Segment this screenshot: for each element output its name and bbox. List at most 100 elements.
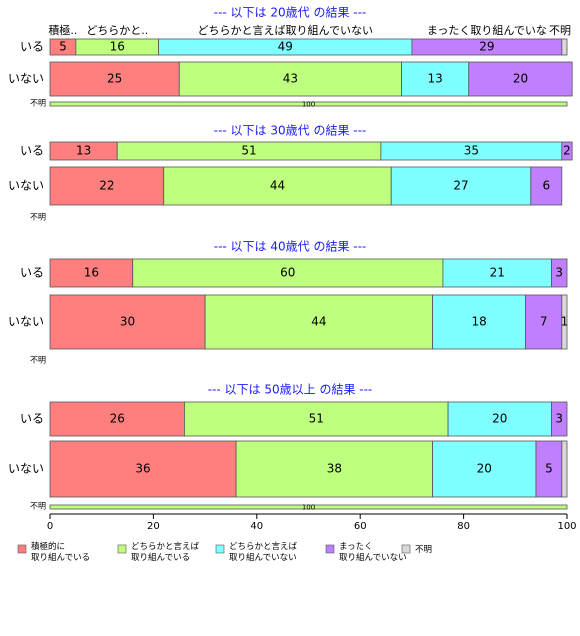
data-label: 22 (99, 179, 114, 193)
legend-label: まったく取り組んでいない (339, 542, 407, 563)
bar-segment (561, 141, 573, 161)
row-label: いる (20, 266, 44, 280)
bar-segment (178, 61, 402, 97)
data-label: 20 (492, 412, 507, 426)
data-label: 13 (76, 144, 91, 158)
data-label: 21 (490, 266, 505, 280)
data-label: 27 (453, 179, 468, 193)
top-category-label: まったく取り組んでいな (427, 24, 547, 37)
data-label: 51 (309, 412, 324, 426)
data-label: 30 (120, 315, 135, 329)
row-label: いない (8, 72, 44, 86)
bar-segment (525, 294, 563, 350)
row-label: 不明 (30, 356, 46, 365)
panel-title: --- 以下は 30歳代 の結果 --- (214, 124, 367, 138)
bar-segment (442, 258, 552, 288)
bar-segment (235, 440, 433, 498)
legend-label: どちらかと言えば取り組んでいない (229, 541, 298, 563)
data-label: 3 (555, 412, 563, 426)
data-label: 44 (270, 179, 285, 193)
bar-segment (561, 294, 568, 350)
data-label: 25 (107, 72, 122, 86)
data-label: 16 (84, 266, 99, 280)
bar-segment (49, 504, 568, 510)
legend-swatch (401, 544, 411, 554)
data-label: 49 (278, 40, 293, 54)
legend-label: どちらかと言えば取り組んでいる (131, 541, 200, 563)
legend-swatch (325, 544, 335, 554)
bar-segment (551, 401, 568, 437)
row-label: いる (20, 412, 44, 426)
data-label: 2 (563, 144, 571, 158)
data-label: 35 (464, 144, 479, 158)
x-tick-label: 20 (147, 521, 160, 532)
bar-segment (204, 294, 433, 350)
bar-segment (561, 38, 568, 56)
bar-segment (468, 61, 573, 97)
data-label: 5 (545, 462, 553, 476)
data-label: 43 (283, 72, 298, 86)
data-label: 7 (540, 315, 548, 329)
data-label: 38 (327, 462, 342, 476)
data-label: 36 (135, 462, 150, 476)
row-label: いない (8, 179, 44, 193)
bar-segment (530, 166, 563, 206)
row-label: いる (20, 144, 44, 158)
bar-segment (49, 401, 185, 437)
data-label: 20 (513, 72, 528, 86)
data-label: 1 (561, 315, 569, 329)
bar-segment (49, 258, 134, 288)
data-label: 51 (241, 144, 256, 158)
data-label: 3 (555, 266, 563, 280)
top-category-label: どちらかと言えば取り組んでいない (198, 24, 373, 37)
bar-segment (49, 294, 206, 350)
panel-title: --- 以下は 40歳代 の結果 --- (214, 240, 367, 254)
top-category-label: 積極.. (48, 23, 77, 37)
bar-segment (132, 258, 444, 288)
legend-swatch (117, 544, 127, 554)
data-label: 60 (280, 266, 295, 280)
x-tick-label: 0 (47, 521, 53, 532)
data-label: 13 (428, 72, 443, 86)
row-label: いない (8, 462, 44, 476)
legend-swatch (215, 544, 225, 554)
data-label: 6 (542, 179, 550, 193)
top-category-label: 不明 (549, 24, 571, 37)
x-tick-label: 40 (250, 521, 263, 532)
bar-segment (432, 294, 527, 350)
bar-segment (432, 440, 537, 498)
bar-segment (184, 401, 449, 437)
row-label: 不明 (30, 99, 46, 108)
legend-label: 積極的に取り組んでいる (31, 541, 90, 563)
x-tick-label: 100 (557, 521, 576, 532)
row-label: いない (8, 315, 44, 329)
x-tick-label: 60 (354, 521, 367, 532)
top-category-label: どちらかと.. (86, 24, 148, 37)
panel-title: --- 以下は 50歳以上 の結果 --- (208, 383, 373, 397)
data-label: 18 (471, 315, 486, 329)
legend-label: 不明 (415, 545, 432, 555)
data-label: 26 (110, 412, 125, 426)
panel-title: --- 以下は 20歳代 の結果 --- (214, 6, 367, 20)
data-label: 5 (59, 40, 67, 54)
bar-segment (49, 61, 180, 97)
row-label: 不明 (30, 213, 46, 222)
bar-segment (401, 61, 470, 97)
bar-segment (49, 101, 568, 107)
data-label: 100 (302, 101, 315, 109)
bar-segment (390, 166, 532, 206)
row-label: 不明 (30, 502, 46, 511)
data-label: 44 (311, 315, 326, 329)
bar-segment (535, 440, 563, 498)
bar-segment (49, 440, 237, 498)
legend-swatch (17, 544, 27, 554)
bar-segment (561, 440, 568, 498)
x-tick-label: 80 (457, 521, 470, 532)
data-label: 20 (477, 462, 492, 476)
bar-segment (551, 258, 568, 288)
data-label: 100 (302, 504, 315, 512)
bar-segment (447, 401, 552, 437)
row-label: いる (20, 40, 44, 54)
data-label: 16 (110, 40, 125, 54)
